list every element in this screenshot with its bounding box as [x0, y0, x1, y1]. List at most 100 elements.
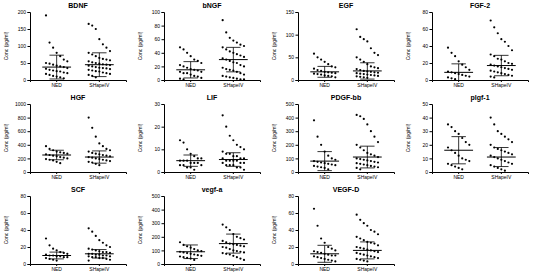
dot	[373, 66, 375, 68]
dot	[225, 48, 227, 50]
dot	[243, 169, 245, 171]
y-axis: 020406080	[20, 193, 30, 267]
error-bar	[317, 245, 331, 262]
dot	[243, 162, 245, 164]
y-tick: 200	[18, 9, 30, 15]
plot-area	[444, 19, 515, 80]
dot	[59, 151, 61, 153]
dot	[331, 260, 333, 262]
dot	[359, 163, 361, 165]
y-axis: 02004006008001000	[15, 101, 31, 175]
y-tick-label: 0	[23, 169, 26, 175]
dot	[363, 248, 365, 250]
dot	[370, 255, 372, 257]
y-tick-label: 400	[152, 207, 161, 213]
dot	[356, 144, 358, 146]
dot	[373, 231, 375, 233]
x-tick-label: SHapeIV	[223, 174, 244, 180]
dot	[490, 164, 492, 166]
y-tick-mark	[296, 12, 299, 13]
y-axis: 020406080	[288, 193, 298, 267]
y-tick: 10	[422, 156, 432, 162]
dot	[373, 52, 375, 54]
y-tick-mark	[296, 131, 299, 132]
dot	[450, 52, 452, 54]
error-bar	[360, 242, 374, 259]
dot	[316, 136, 318, 138]
dot	[458, 167, 460, 169]
dot	[363, 38, 365, 40]
dot	[243, 65, 245, 67]
dot	[320, 257, 322, 259]
y-tick-label: 300	[152, 220, 161, 226]
error-bar-cap	[183, 61, 197, 62]
dot	[504, 170, 506, 172]
error-bar-cap	[183, 244, 197, 245]
dot	[327, 163, 329, 165]
y-tick-label: 20	[288, 244, 294, 250]
x-tick-label: SHapeIV	[223, 82, 244, 88]
error-bar-cap	[317, 66, 331, 67]
error-bar	[494, 55, 508, 75]
x-tick-label: SHapeIV	[491, 174, 512, 180]
dot	[193, 59, 195, 61]
dot	[105, 254, 107, 256]
y-tick: 0	[425, 77, 432, 83]
y-tick-mark	[296, 172, 299, 173]
plot-area	[42, 14, 113, 79]
dot	[88, 60, 90, 62]
dot	[91, 152, 93, 154]
y-tick: 0	[23, 169, 30, 175]
dot	[59, 70, 61, 72]
dot	[59, 162, 61, 164]
y-tick-mark	[162, 210, 165, 211]
dot	[91, 25, 93, 27]
y-tick: 100	[152, 248, 164, 254]
x-tick: NED	[453, 172, 464, 180]
dot	[48, 69, 50, 71]
y-axis-line	[162, 197, 165, 265]
dot	[200, 157, 202, 159]
x-tick-label: SHapeIV	[89, 174, 110, 180]
y-tick: 0	[157, 261, 164, 267]
error-bar	[92, 151, 106, 163]
y-tick: 50	[20, 60, 30, 66]
dot	[447, 47, 449, 49]
y-tick: 60	[154, 36, 164, 42]
y-tick: 0	[291, 261, 298, 267]
dot	[356, 114, 358, 116]
dot	[222, 246, 224, 248]
dot	[63, 152, 65, 154]
y-tick-mark	[162, 26, 165, 27]
dot	[465, 141, 467, 143]
dot	[88, 69, 90, 71]
error-bar	[183, 155, 197, 166]
y-tick: 0	[157, 77, 164, 83]
dot	[316, 56, 318, 58]
y-tick-label: 600	[18, 128, 27, 134]
dot	[334, 260, 336, 262]
dot	[66, 157, 68, 159]
dot	[454, 78, 456, 80]
y-tick: 60	[20, 210, 30, 216]
dot	[359, 146, 361, 148]
dot	[222, 162, 224, 164]
dot	[356, 214, 358, 216]
y-tick-label: 0	[425, 77, 428, 83]
dot	[229, 253, 231, 255]
dot	[239, 245, 241, 247]
dot	[313, 255, 315, 257]
y-tick-mark	[430, 80, 433, 81]
dot	[373, 155, 375, 157]
error-bar-stem	[99, 53, 100, 77]
y-tick-mark	[430, 104, 433, 105]
dot	[200, 62, 202, 64]
error-bar-stem	[367, 242, 368, 259]
x-tick: NED	[319, 80, 330, 88]
dot	[229, 135, 231, 137]
y-tick-label: 40	[154, 50, 160, 56]
y-axis: 0100200300400500	[286, 101, 299, 175]
y-tick-mark	[430, 12, 433, 13]
x-axis-line	[165, 173, 261, 175]
dot	[363, 76, 365, 78]
